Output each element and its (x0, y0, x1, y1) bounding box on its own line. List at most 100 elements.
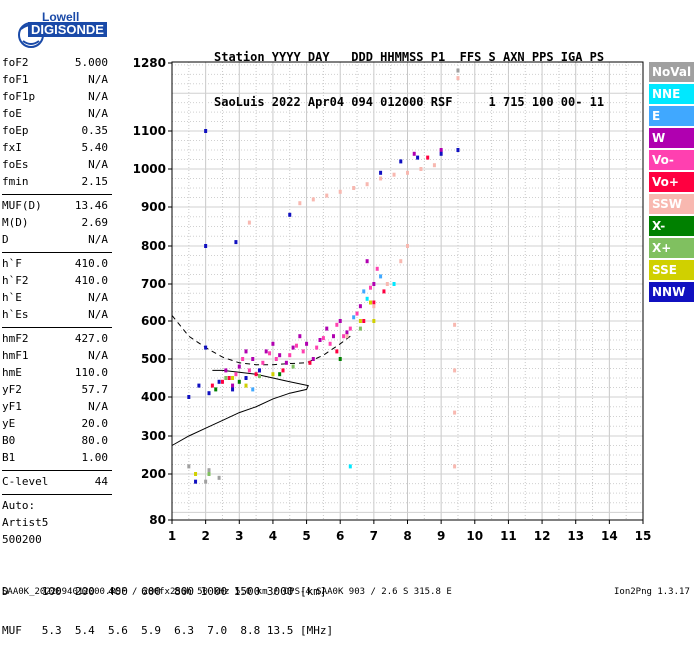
data-point (432, 163, 436, 168)
data-point (204, 479, 208, 484)
y-tick-label: 80 (149, 513, 166, 527)
data-point (207, 391, 211, 396)
param-row: foF2 5.000 (2, 56, 108, 72)
param-value: N/A (88, 349, 108, 362)
data-point (372, 282, 376, 286)
data-point (224, 376, 228, 380)
param-label: h`Es (2, 308, 29, 321)
data-point (453, 410, 457, 415)
autoscale-text: Artist5 (2, 516, 49, 529)
data-point (453, 368, 457, 373)
data-point (244, 376, 248, 380)
x-tick-label: 10 (466, 529, 483, 543)
data-point (257, 368, 261, 373)
y-tick-label: 700 (141, 277, 166, 291)
separator (2, 494, 112, 495)
digisonde-logo: Lowell DIGISONDE (2, 4, 114, 48)
param-row: hmF2 427.0 (2, 332, 108, 348)
data-point (385, 282, 389, 286)
data-point (315, 345, 319, 350)
data-point (284, 360, 288, 365)
x-tick-label: 9 (437, 529, 445, 543)
autoscale-text: 500200 (2, 533, 42, 546)
series-nne (348, 282, 396, 469)
param-value: N/A (88, 90, 108, 103)
data-point (254, 372, 258, 377)
data-point (291, 345, 295, 350)
echo-points (187, 68, 460, 484)
data-point (251, 387, 255, 392)
data-point (204, 129, 208, 133)
data-point (194, 479, 198, 484)
data-point (247, 220, 251, 225)
data-point (257, 374, 261, 379)
profile-curve (171, 369, 309, 446)
separator (2, 470, 112, 471)
legend-item: X+ (649, 238, 694, 258)
data-point (204, 244, 208, 248)
data-point (217, 379, 221, 384)
data-point (382, 289, 386, 294)
series-sse (194, 300, 376, 476)
param-row: B1 1.00 (2, 451, 108, 467)
param-label: h`E (2, 291, 22, 304)
data-point (231, 376, 235, 380)
param-row: foF1 N/A (2, 73, 108, 89)
x-tick-label: 4 (269, 529, 277, 543)
param-value: N/A (88, 158, 108, 171)
data-point (247, 368, 251, 373)
data-point (321, 336, 325, 341)
separator (2, 194, 112, 195)
data-point (352, 315, 356, 320)
param-value: 410.0 (74, 274, 108, 287)
data-point (358, 304, 362, 309)
series-x- (207, 326, 362, 476)
param-row: foEs N/A (2, 158, 108, 174)
series-ssw (247, 76, 460, 469)
data-point (305, 341, 309, 346)
x-tick-label: 1 (168, 529, 176, 543)
param-label: foE (2, 107, 22, 120)
data-point (325, 193, 329, 198)
param-label: yF2 (2, 383, 22, 396)
param-value: 57.7 (81, 383, 109, 396)
data-point (379, 274, 383, 279)
data-point (281, 368, 285, 373)
series-vo- (210, 155, 430, 388)
data-point (379, 170, 383, 175)
y-tick-labels: 80 200 300 400 500 600 700 800 900 1000 1100 1280 (133, 56, 166, 527)
param-value: 110.0 (74, 366, 108, 379)
data-point (264, 349, 268, 354)
data-point (261, 360, 265, 365)
data-point (412, 151, 416, 156)
data-point (372, 300, 376, 305)
version-label: Ion2Png 1.3.17 (614, 587, 690, 597)
param-value: 5.40 (81, 141, 109, 154)
muf-distance-row: D 100 200 400 600 800 1000 1500 3000 [km… (2, 585, 327, 598)
x-tick-label: 8 (403, 529, 411, 543)
param-row: hmE 110.0 (2, 366, 108, 382)
data-point (328, 341, 332, 346)
param-row: h`F 410.0 (2, 257, 108, 273)
x-tick-labels: 1 2 3 4 5 6 7 8 9 10 11 12 13 14 15 (168, 529, 652, 543)
param-row: foEp 0.35 (2, 124, 108, 140)
data-point (399, 259, 403, 264)
param-row: yE 20.0 (2, 417, 108, 433)
param-label: foF2 (2, 56, 29, 69)
data-point (365, 259, 369, 264)
muf-value-row: MUF 5.3 5.4 5.6 5.9 6.3 7.0 8.8 13.5 [MH… (2, 624, 334, 637)
data-point (453, 322, 457, 327)
data-point (365, 296, 369, 301)
series-nnw (187, 129, 460, 484)
y-tick-label: 800 (141, 239, 166, 253)
param-value: N/A (88, 107, 108, 120)
legend-item: X- (649, 216, 694, 236)
x-tick-label: 14 (601, 529, 618, 543)
param-value: N/A (88, 73, 108, 86)
y-tick-label: 200 (141, 467, 166, 481)
data-point (291, 364, 295, 369)
logo-line1: Lowell (42, 10, 80, 24)
data-point (204, 345, 208, 350)
y-tick-label: 500 (141, 352, 166, 366)
x-tick-label: 2 (201, 529, 209, 543)
